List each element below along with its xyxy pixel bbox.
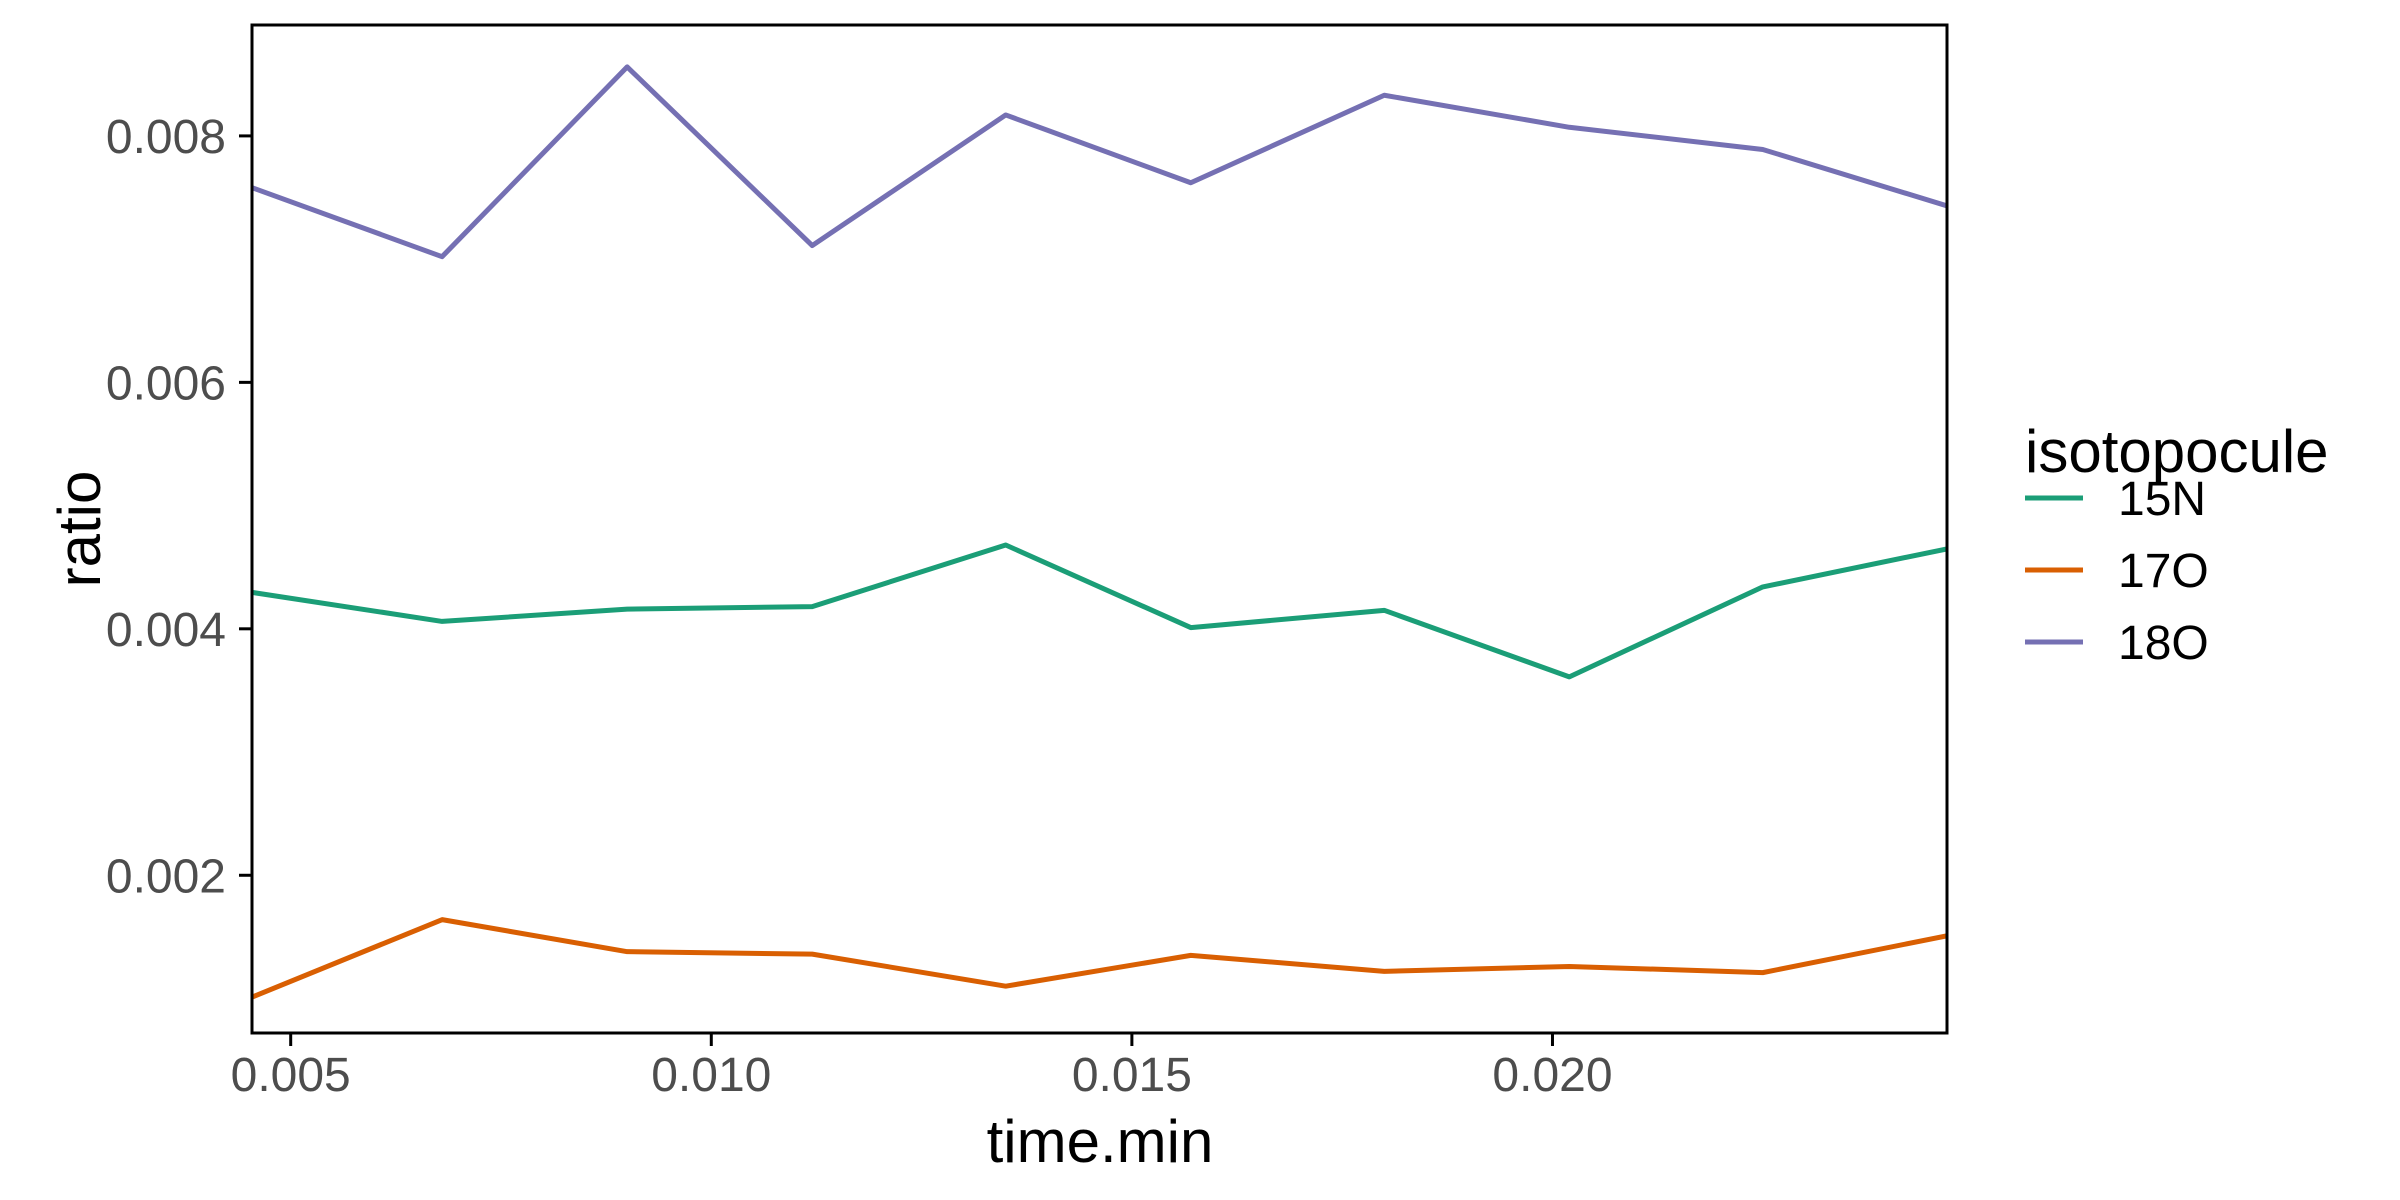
legend-entry-15N: 15N xyxy=(2025,473,2206,526)
panel-border xyxy=(250,23,1949,1035)
legend-label-18O: 18O xyxy=(2118,617,2209,670)
x-axis-title: time.min xyxy=(987,1108,1214,1175)
series-line-15N xyxy=(252,542,1947,680)
x-tick-label: 0.005 xyxy=(231,1049,351,1102)
x-tick-label: 0.015 xyxy=(1072,1049,1192,1102)
y-tick-label: 0.004 xyxy=(106,604,226,657)
x-tick-label: 0.010 xyxy=(651,1049,771,1102)
legend-title: isotopocule xyxy=(2025,418,2329,485)
y-tick-label: 0.006 xyxy=(106,357,226,410)
legend-label-17O: 17O xyxy=(2118,545,2209,598)
legend-entry-17O: 17O xyxy=(2025,545,2209,598)
y-tick-label: 0.002 xyxy=(106,850,226,903)
y-axis-title: ratio xyxy=(46,471,113,588)
legend-entry-18O: 18O xyxy=(2025,617,2209,670)
x-tick-label: 0.020 xyxy=(1492,1049,1612,1102)
legend-label-15N: 15N xyxy=(2118,473,2206,526)
series-line-18O xyxy=(252,64,1947,260)
series-line-17O xyxy=(252,917,1947,1000)
y-tick-label: 0.008 xyxy=(106,111,226,164)
